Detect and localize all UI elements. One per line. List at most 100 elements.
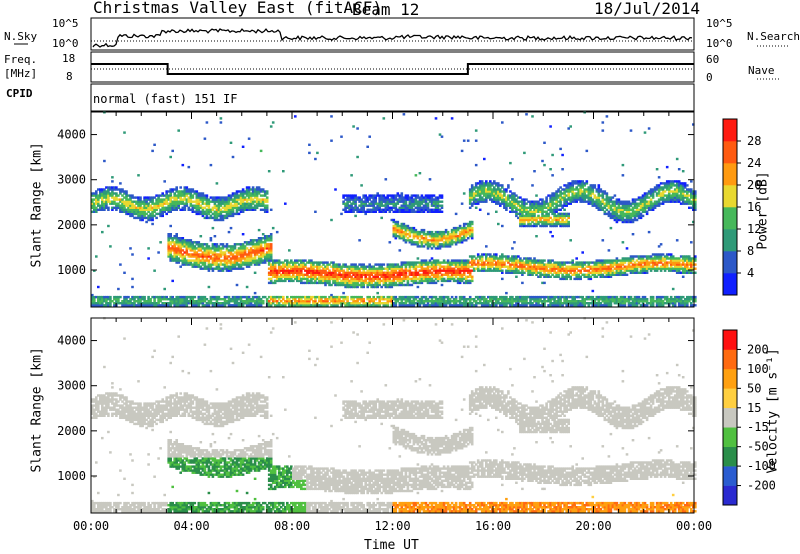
power-cell <box>113 198 116 201</box>
power-cell <box>476 190 480 193</box>
power-cell <box>531 214 534 218</box>
power-cell <box>336 279 339 283</box>
power-cell <box>169 243 172 246</box>
power-cell <box>183 208 187 211</box>
power-cell <box>125 196 128 199</box>
power-cell <box>213 214 217 218</box>
power-cell <box>402 275 406 278</box>
power-cell <box>342 271 345 274</box>
power-cell <box>388 300 392 303</box>
power-cell <box>434 230 438 234</box>
power-cell <box>474 304 478 307</box>
power-cell <box>261 204 265 207</box>
power-cell <box>137 212 140 216</box>
power-cell <box>360 298 363 301</box>
power-cell <box>223 302 227 305</box>
power-cell <box>398 277 402 281</box>
power-cell <box>322 300 325 303</box>
power-cell <box>406 277 410 281</box>
power-cell <box>95 210 98 213</box>
power-cell <box>239 190 243 193</box>
power-cell <box>422 204 426 207</box>
power-cell <box>243 261 247 264</box>
power-cell <box>207 302 211 305</box>
power-cell <box>223 210 227 213</box>
power-cell <box>464 261 468 264</box>
power-cell <box>296 265 299 268</box>
power-cell <box>261 251 265 254</box>
power-cell <box>352 300 355 303</box>
power-cell <box>442 279 446 283</box>
power-cell <box>271 302 275 305</box>
power-cell <box>402 204 406 207</box>
power-cell <box>402 304 406 307</box>
power-cell <box>545 222 548 226</box>
power-cell <box>169 249 172 252</box>
power-cell <box>241 302 245 305</box>
power-cell <box>235 192 239 195</box>
power-cell <box>466 259 470 262</box>
power-cell <box>394 267 398 270</box>
power-cell <box>257 304 261 307</box>
power-cell <box>251 261 255 264</box>
power-cell <box>392 224 396 228</box>
power-cell <box>547 298 550 301</box>
power-cell <box>259 302 263 305</box>
power-cell <box>245 188 249 191</box>
power-cell <box>527 259 530 262</box>
power-cell <box>207 263 211 266</box>
power-cell <box>251 300 255 303</box>
power-cell <box>205 251 209 254</box>
power-cell <box>438 271 442 274</box>
power-cell <box>237 194 241 197</box>
power-cell <box>414 275 418 278</box>
power-cell <box>185 202 189 205</box>
power-cell <box>430 210 434 213</box>
power-cell <box>428 208 432 211</box>
power-cell <box>177 241 180 244</box>
power-cell <box>410 279 414 283</box>
power-cell <box>458 279 462 283</box>
power-cell <box>259 253 263 256</box>
power-cell <box>402 233 406 236</box>
power-cell <box>245 198 249 201</box>
power-cell <box>384 267 388 270</box>
power-cell <box>149 208 152 211</box>
power-cell <box>462 235 466 238</box>
power-cell <box>203 198 207 201</box>
power-cell <box>145 200 148 203</box>
power-cell <box>553 216 556 220</box>
power-cell <box>418 245 422 248</box>
power-cell <box>91 304 94 307</box>
power-cell <box>426 263 430 266</box>
power-cell <box>521 302 524 305</box>
power-cell <box>491 263 494 266</box>
power-cell <box>505 204 508 207</box>
power-cell <box>392 273 396 276</box>
power-cell <box>189 261 193 264</box>
power-cell <box>302 281 305 285</box>
power-cell <box>529 216 532 220</box>
power-cell <box>480 198 484 201</box>
power-cell <box>434 243 438 246</box>
power-cell <box>125 302 128 305</box>
power-cell <box>428 300 432 303</box>
power-cell <box>408 210 412 213</box>
power-cell <box>203 298 207 301</box>
power-cell <box>404 196 408 199</box>
power-cell <box>436 198 440 201</box>
power-cell <box>211 304 215 307</box>
power-cell <box>352 265 355 268</box>
power-cell <box>440 233 444 236</box>
power-cell <box>436 279 440 283</box>
power-cell <box>408 263 412 266</box>
power-cell <box>227 214 231 218</box>
power-cell <box>125 204 128 207</box>
power-cell <box>396 277 400 281</box>
power-cell <box>478 300 482 303</box>
power-cell <box>426 275 430 278</box>
power-cell <box>388 271 392 274</box>
cpid-text: normal (fast) 151 IF <box>93 92 238 106</box>
power-cell <box>191 265 195 268</box>
power-cell <box>185 295 189 299</box>
